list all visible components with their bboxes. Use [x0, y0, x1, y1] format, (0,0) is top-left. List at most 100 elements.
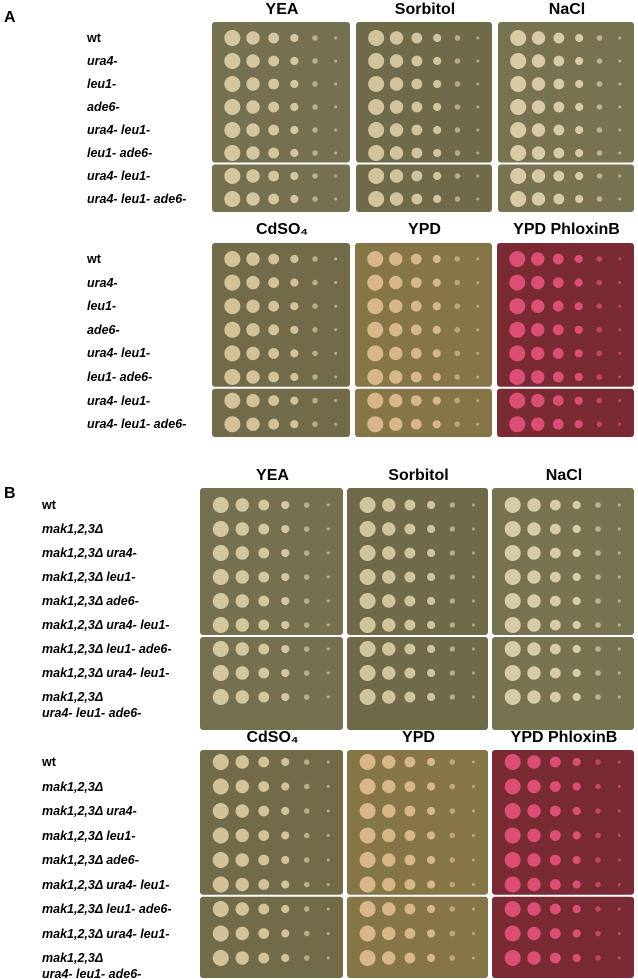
colony-spot	[575, 148, 584, 158]
colony-spot	[246, 54, 260, 68]
strain-label: mak1,2,3Δ leu1-	[42, 828, 136, 843]
colony-spot	[224, 122, 241, 138]
colony-spot	[334, 151, 338, 155]
colony-spot	[212, 665, 229, 681]
colony-spot	[268, 348, 280, 359]
colony-spot	[531, 54, 546, 68]
colony-spot	[449, 808, 456, 814]
colony-spot	[454, 374, 461, 380]
colony-spot	[258, 547, 270, 559]
colony-spot	[246, 123, 260, 137]
colony-spot	[531, 123, 546, 137]
colony-spot	[596, 374, 603, 380]
colony-spot	[476, 399, 480, 403]
colony-spot	[410, 371, 422, 383]
colony-spot	[572, 806, 581, 816]
colony-spot	[527, 666, 541, 680]
colony-spot	[281, 548, 290, 558]
colony-spot	[281, 806, 290, 816]
colony-spot	[575, 194, 584, 204]
colony-spot	[596, 303, 603, 310]
colony-spot	[596, 104, 603, 110]
colony-spot	[552, 418, 564, 430]
colony-spot	[454, 303, 461, 310]
colony-spot	[281, 500, 290, 510]
colony-spot	[411, 124, 423, 136]
colony-spot	[303, 955, 310, 961]
colony-spot	[258, 756, 270, 768]
colony-spot	[449, 930, 456, 937]
colony-spot	[212, 803, 229, 819]
colony-spot	[235, 546, 249, 560]
colony-spot	[575, 56, 584, 66]
colony-spot	[509, 345, 526, 362]
colony-spot	[303, 598, 310, 604]
colony-spot	[426, 524, 436, 534]
colony-spot	[303, 759, 310, 765]
colony-spot	[359, 876, 376, 893]
colony-spot	[382, 522, 396, 536]
colony-spot	[382, 690, 396, 704]
colony-spot	[326, 956, 330, 960]
colony-spot	[404, 667, 416, 679]
colony-spot	[552, 253, 564, 265]
colony-spot	[617, 695, 621, 699]
colony-spot	[334, 197, 338, 201]
colony-spot	[471, 575, 475, 579]
colony-spot	[596, 196, 603, 202]
colony-spot	[312, 196, 318, 202]
colony-spot	[224, 298, 241, 315]
colony-spot	[618, 59, 622, 63]
colony-spot	[258, 691, 270, 703]
colony-spot	[334, 351, 338, 355]
colony-spot	[454, 256, 461, 262]
colony-spot	[312, 327, 318, 333]
colony-spot	[454, 127, 461, 133]
colony-spot	[426, 692, 436, 702]
colony-spot	[471, 647, 475, 651]
colony-spot	[476, 257, 480, 261]
colony-spot	[404, 879, 416, 890]
colony-spot	[389, 169, 404, 183]
condition-title: NaCl	[545, 467, 583, 484]
colony-spot	[268, 253, 280, 265]
colony-spot	[258, 619, 270, 631]
colony-spot	[471, 809, 475, 813]
colony-spot	[574, 254, 583, 264]
colony-spot	[246, 393, 260, 408]
strain-label: wt	[87, 252, 101, 266]
colony-spot	[617, 785, 621, 788]
strain-label: mak1,2,3Δ leu1- ade6-	[42, 642, 172, 656]
strain-label: leu1-	[87, 299, 117, 314]
colony-spot	[303, 930, 310, 937]
colony-spot	[471, 623, 475, 627]
colony-spot	[382, 642, 396, 656]
colony-spot	[432, 372, 441, 382]
colony-spot	[411, 55, 423, 67]
colony-spot	[359, 545, 376, 561]
colony-spot	[235, 690, 249, 704]
colony-spot	[224, 53, 241, 69]
colony-spot	[303, 906, 310, 912]
colony-spot	[404, 547, 416, 559]
colony-spot	[368, 53, 385, 69]
colony-spot	[334, 257, 338, 261]
strain-label: ura4-	[87, 275, 118, 290]
colony-spot	[575, 102, 584, 112]
colony-spot	[268, 147, 280, 159]
colony-spot	[527, 546, 541, 560]
colony-spot	[281, 953, 290, 963]
colony-spot	[303, 808, 310, 814]
colony-spot	[411, 193, 423, 205]
colony-spot	[471, 932, 475, 935]
colony-spot	[426, 929, 436, 938]
colony-spot	[404, 619, 416, 631]
colony-spot	[618, 422, 622, 426]
colony-spot	[367, 274, 384, 291]
colony-spot	[552, 371, 564, 383]
colony-spot	[553, 32, 565, 44]
colony-spot	[404, 830, 416, 841]
colony-spot	[618, 257, 622, 261]
colony-spot	[572, 620, 581, 630]
colony-spot	[367, 416, 384, 433]
